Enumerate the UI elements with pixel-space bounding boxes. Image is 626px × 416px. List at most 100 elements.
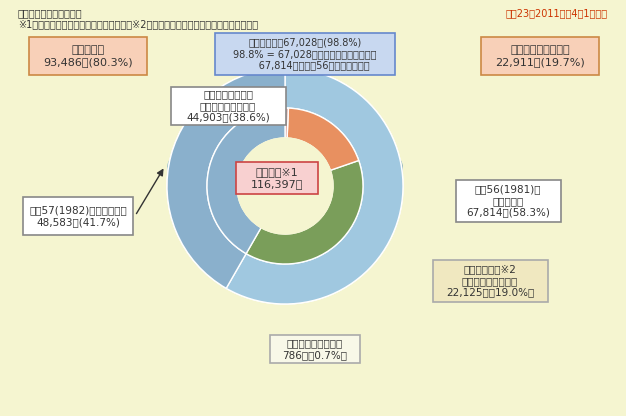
Polygon shape [391,150,393,169]
Polygon shape [365,138,367,156]
Polygon shape [205,137,208,156]
Polygon shape [172,155,173,174]
Polygon shape [184,146,186,165]
Polygon shape [177,150,178,169]
Text: 耐震性あり
93,486棟(80.3%): 耐震性あり 93,486棟(80.3%) [43,45,133,67]
Polygon shape [178,149,180,168]
Polygon shape [272,127,275,145]
Polygon shape [223,132,226,151]
Polygon shape [170,158,171,177]
Text: 耐震性なし＋未診断
22,911棟(19.7%): 耐震性なし＋未診断 22,911棟(19.7%) [495,45,585,67]
Text: 昭和56(1981)年
以前の建物
67,814棟(58.3%): 昭和56(1981)年 以前の建物 67,814棟(58.3%) [466,184,550,218]
Polygon shape [399,158,400,177]
Polygon shape [247,129,250,147]
Polygon shape [382,145,384,163]
Polygon shape [373,141,376,159]
Circle shape [237,138,333,234]
Text: 平成23（2011）年4月1日現在: 平成23（2011）年4月1日現在 [506,8,608,18]
Polygon shape [169,159,170,178]
Polygon shape [317,128,320,146]
Polygon shape [265,127,268,145]
Wedge shape [285,108,289,138]
FancyBboxPatch shape [481,37,599,75]
Wedge shape [287,108,359,170]
Polygon shape [233,131,236,149]
Polygon shape [173,154,174,173]
Polygon shape [190,142,192,161]
Polygon shape [217,134,220,152]
FancyBboxPatch shape [170,87,285,125]
Polygon shape [195,141,197,159]
Wedge shape [207,108,285,254]
Polygon shape [367,139,371,158]
Wedge shape [207,108,285,254]
Polygon shape [384,146,386,165]
Polygon shape [394,153,396,172]
Polygon shape [294,127,298,145]
Polygon shape [188,144,190,163]
Polygon shape [337,131,341,150]
Polygon shape [250,128,254,146]
Polygon shape [386,147,388,166]
Polygon shape [393,151,394,171]
Polygon shape [208,136,210,155]
Polygon shape [400,159,401,178]
Polygon shape [313,128,317,146]
Polygon shape [239,129,243,148]
Polygon shape [287,127,290,145]
Polygon shape [371,139,373,158]
FancyBboxPatch shape [456,180,560,222]
Text: 耐震性がない※2
建物で未改修のもの
22,125棟（19.0%）: 耐震性がない※2 建物で未改修のもの 22,125棟（19.0%） [446,265,534,297]
Polygon shape [236,130,239,149]
Polygon shape [309,128,313,146]
Polygon shape [334,131,337,149]
Polygon shape [200,139,202,158]
Text: 全体棟数※1
116,397棟: 全体棟数※1 116,397棟 [251,167,303,189]
Polygon shape [376,141,377,161]
Polygon shape [362,137,365,156]
Polygon shape [174,153,175,172]
Text: （出典）文部科学省調べ: （出典）文部科学省調べ [18,8,83,18]
Polygon shape [257,128,261,146]
Polygon shape [175,151,177,171]
Wedge shape [246,161,363,264]
Polygon shape [398,156,399,176]
Polygon shape [298,127,302,145]
Polygon shape [197,139,200,158]
Polygon shape [261,127,265,146]
FancyBboxPatch shape [23,197,133,235]
Polygon shape [186,145,188,163]
Polygon shape [302,127,305,145]
Polygon shape [290,127,294,145]
Polygon shape [359,136,362,155]
Polygon shape [283,127,287,145]
Polygon shape [213,134,217,153]
Polygon shape [354,134,356,153]
Wedge shape [246,161,363,264]
Polygon shape [220,133,223,151]
Text: ※1：岩手県，宮城県，福島県は除く。　※2：耐震性が確認されていない建物を含む。: ※1：岩手県，宮城県，福島県は除く。 ※2：耐震性が確認されていない建物を含む。 [18,19,258,29]
Wedge shape [167,68,285,288]
FancyBboxPatch shape [215,33,395,75]
Wedge shape [226,68,403,304]
Text: 昭和57(1982)年以降の建物
48,583棟(41.7%): 昭和57(1982)年以降の建物 48,583棟(41.7%) [29,205,127,227]
Polygon shape [331,130,334,149]
Polygon shape [275,127,279,145]
Polygon shape [171,156,172,176]
Polygon shape [344,132,347,151]
Polygon shape [390,149,391,168]
FancyBboxPatch shape [236,162,318,194]
FancyBboxPatch shape [433,260,548,302]
Polygon shape [192,141,195,161]
Polygon shape [229,131,233,150]
Polygon shape [180,148,182,167]
Polygon shape [397,155,398,174]
FancyBboxPatch shape [270,335,360,363]
Polygon shape [341,131,344,150]
Polygon shape [320,129,324,147]
Polygon shape [388,148,390,167]
Polygon shape [268,127,272,145]
Polygon shape [324,129,327,147]
Polygon shape [202,138,205,156]
Polygon shape [210,135,213,154]
